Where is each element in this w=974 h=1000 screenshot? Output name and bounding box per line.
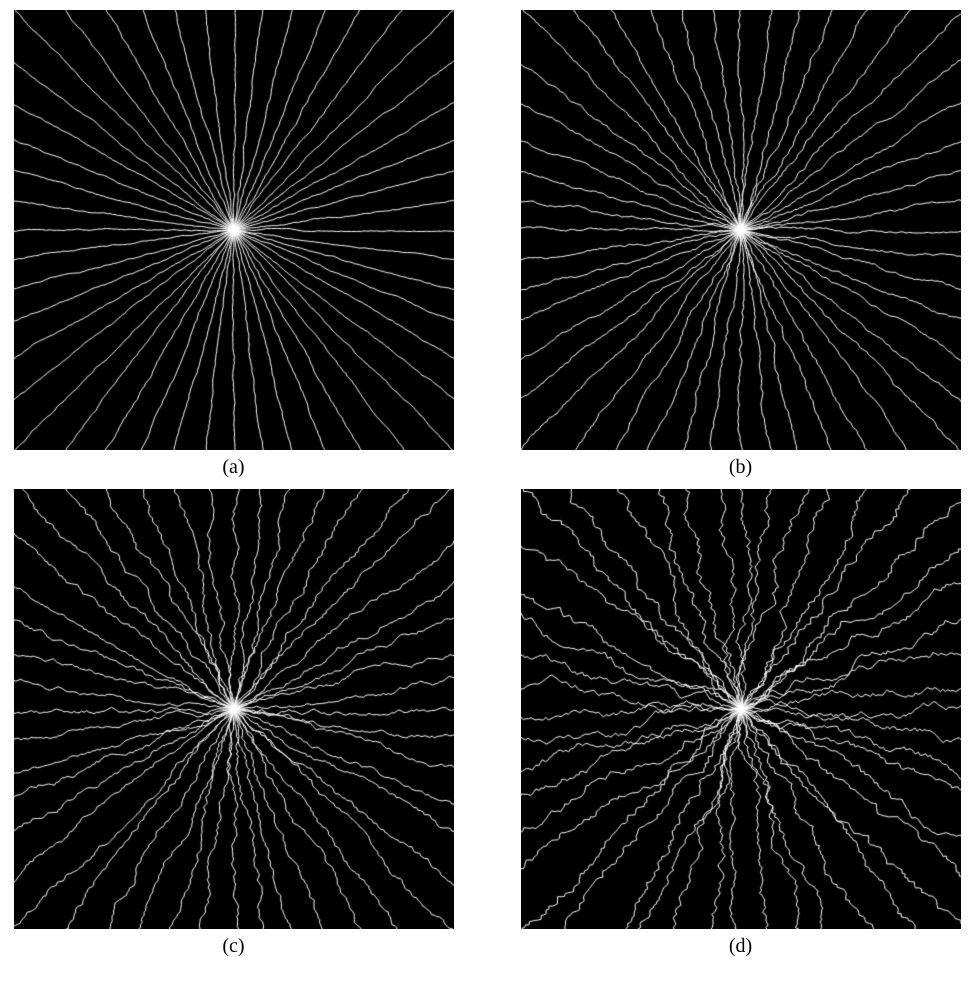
panel-a: (a) (14, 10, 454, 479)
panel-c-label: (c) (222, 935, 244, 958)
panel-b-label: (b) (729, 456, 752, 479)
panel-d-canvas (521, 489, 961, 929)
panel-b-canvas (521, 10, 961, 450)
panel-c-canvas (14, 489, 454, 929)
panel-a-canvas (14, 10, 454, 450)
panel-grid: (a) (b) (c) (d) (0, 10, 974, 958)
figure-container: (a) (b) (c) (d) (0, 0, 974, 968)
panel-c: (c) (14, 489, 454, 958)
panel-a-label: (a) (222, 456, 244, 479)
panel-b: (b) (521, 10, 961, 479)
panel-d-label: (d) (729, 935, 752, 958)
panel-d: (d) (521, 489, 961, 958)
